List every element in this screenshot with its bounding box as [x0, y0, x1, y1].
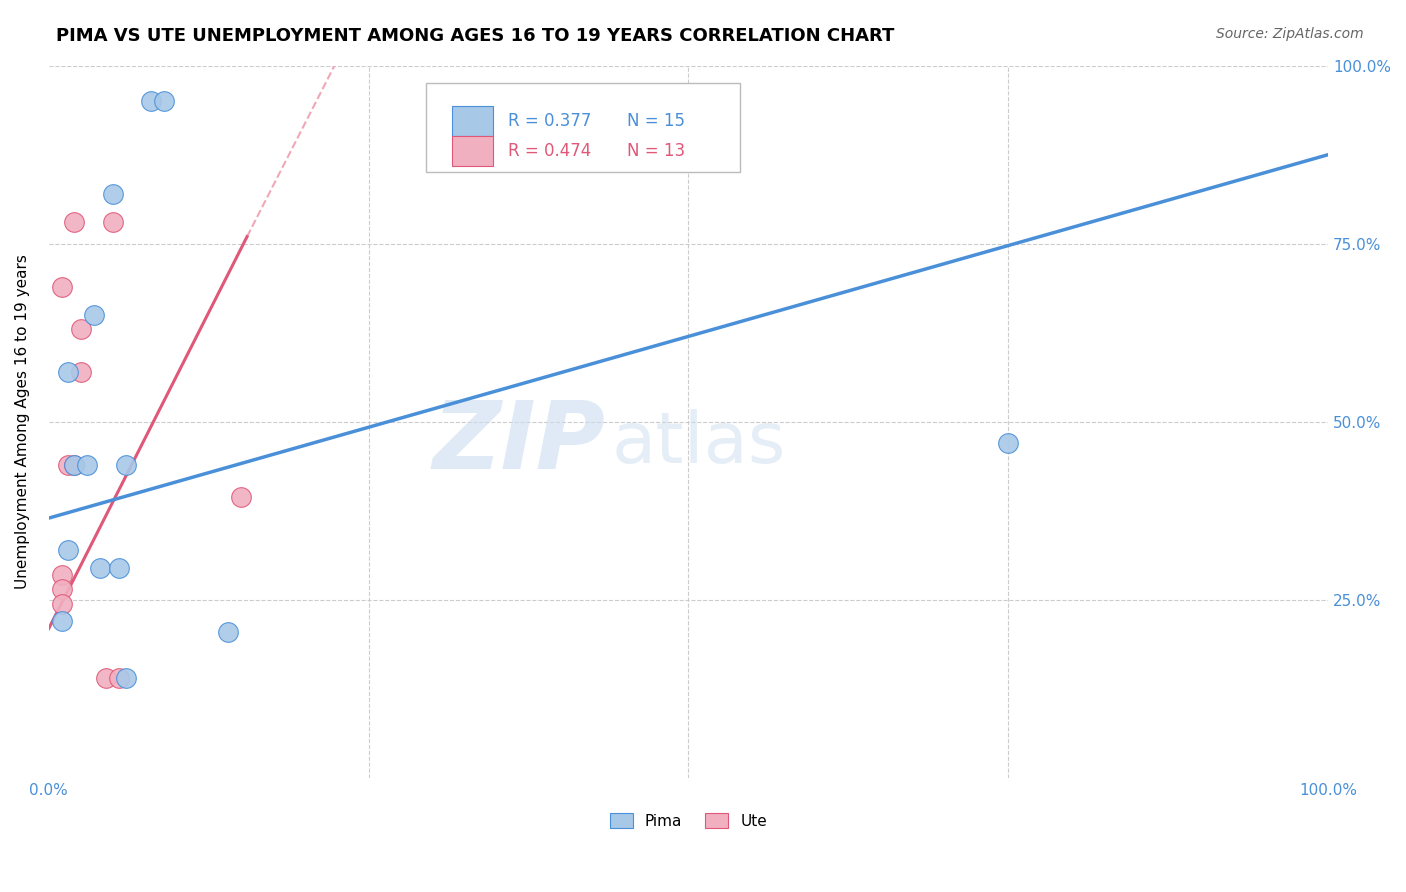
Text: R = 0.474: R = 0.474: [508, 142, 592, 160]
Point: [51, 568, 73, 582]
FancyBboxPatch shape: [426, 84, 740, 172]
Point: [114, 672, 136, 686]
Point: [51, 597, 73, 611]
Point: [89, 561, 111, 575]
Point: [76, 458, 98, 472]
Point: [51, 279, 73, 293]
Point: [217, 625, 239, 640]
Point: [108, 672, 131, 686]
Text: R = 0.377: R = 0.377: [508, 112, 592, 130]
Point: [56, 365, 79, 379]
Point: [51, 582, 73, 597]
Point: [63, 215, 86, 229]
Point: [229, 490, 252, 504]
Point: [96, 672, 118, 686]
Point: [69, 322, 91, 336]
Text: N = 13: N = 13: [627, 142, 685, 160]
Point: [63, 458, 86, 472]
Text: PIMA VS UTE UNEMPLOYMENT AMONG AGES 16 TO 19 YEARS CORRELATION CHART: PIMA VS UTE UNEMPLOYMENT AMONG AGES 16 T…: [56, 27, 894, 45]
Text: atlas: atlas: [612, 409, 786, 478]
Text: Source: ZipAtlas.com: Source: ZipAtlas.com: [1216, 27, 1364, 41]
Point: [139, 94, 162, 108]
Point: [56, 458, 79, 472]
Point: [69, 365, 91, 379]
Text: N = 15: N = 15: [627, 112, 685, 130]
Point: [101, 215, 124, 229]
Legend: Pima, Ute: Pima, Ute: [603, 806, 773, 835]
Point: [997, 436, 1019, 450]
Point: [51, 615, 73, 629]
Point: [108, 561, 131, 575]
Point: [56, 543, 79, 558]
Point: [83, 308, 105, 322]
FancyBboxPatch shape: [451, 136, 492, 166]
Point: [114, 458, 136, 472]
Text: ZIP: ZIP: [433, 397, 606, 490]
Point: [101, 186, 124, 201]
Y-axis label: Unemployment Among Ages 16 to 19 years: Unemployment Among Ages 16 to 19 years: [15, 254, 30, 590]
FancyBboxPatch shape: [451, 106, 492, 136]
Point: [153, 94, 176, 108]
Point: [63, 458, 86, 472]
